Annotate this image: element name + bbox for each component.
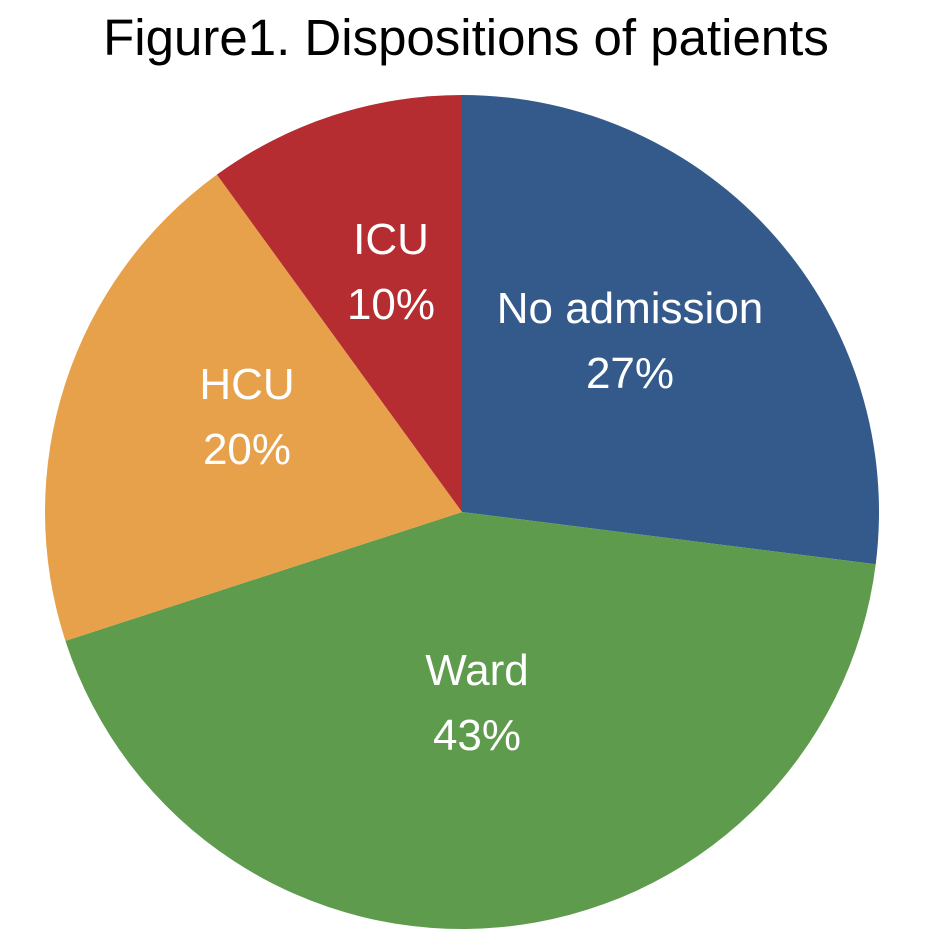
slice-percent-text: 27%	[586, 349, 674, 398]
pie-slice-icu	[216, 95, 462, 512]
slice-label-hcu: HCU 20%	[199, 360, 294, 474]
slice-percent-text: 43%	[433, 711, 521, 760]
slice-name-text: Ward	[425, 646, 529, 695]
slice-label-no-admission: No admission 27%	[497, 284, 764, 398]
slice-name-text: ICU	[353, 215, 429, 264]
slice-percent-text: 20%	[203, 425, 291, 474]
pie-slice-ward	[65, 512, 876, 929]
slice-name-text: No admission	[497, 284, 764, 333]
slice-name-text: HCU	[199, 360, 294, 409]
slice-percent-text: 10%	[347, 280, 435, 329]
slice-label-icu: ICU 10%	[347, 215, 435, 329]
pie-slices	[44, 95, 879, 929]
chart-title: Figure1. Dispositions of patients	[103, 9, 829, 66]
slice-labels: No admission 27% Ward 43% HCU 20% ICU 10%	[199, 215, 763, 760]
pie-slice-no-admission	[462, 95, 879, 565]
pie-slice-hcu	[44, 174, 462, 641]
slice-label-ward: Ward 43%	[425, 646, 529, 760]
